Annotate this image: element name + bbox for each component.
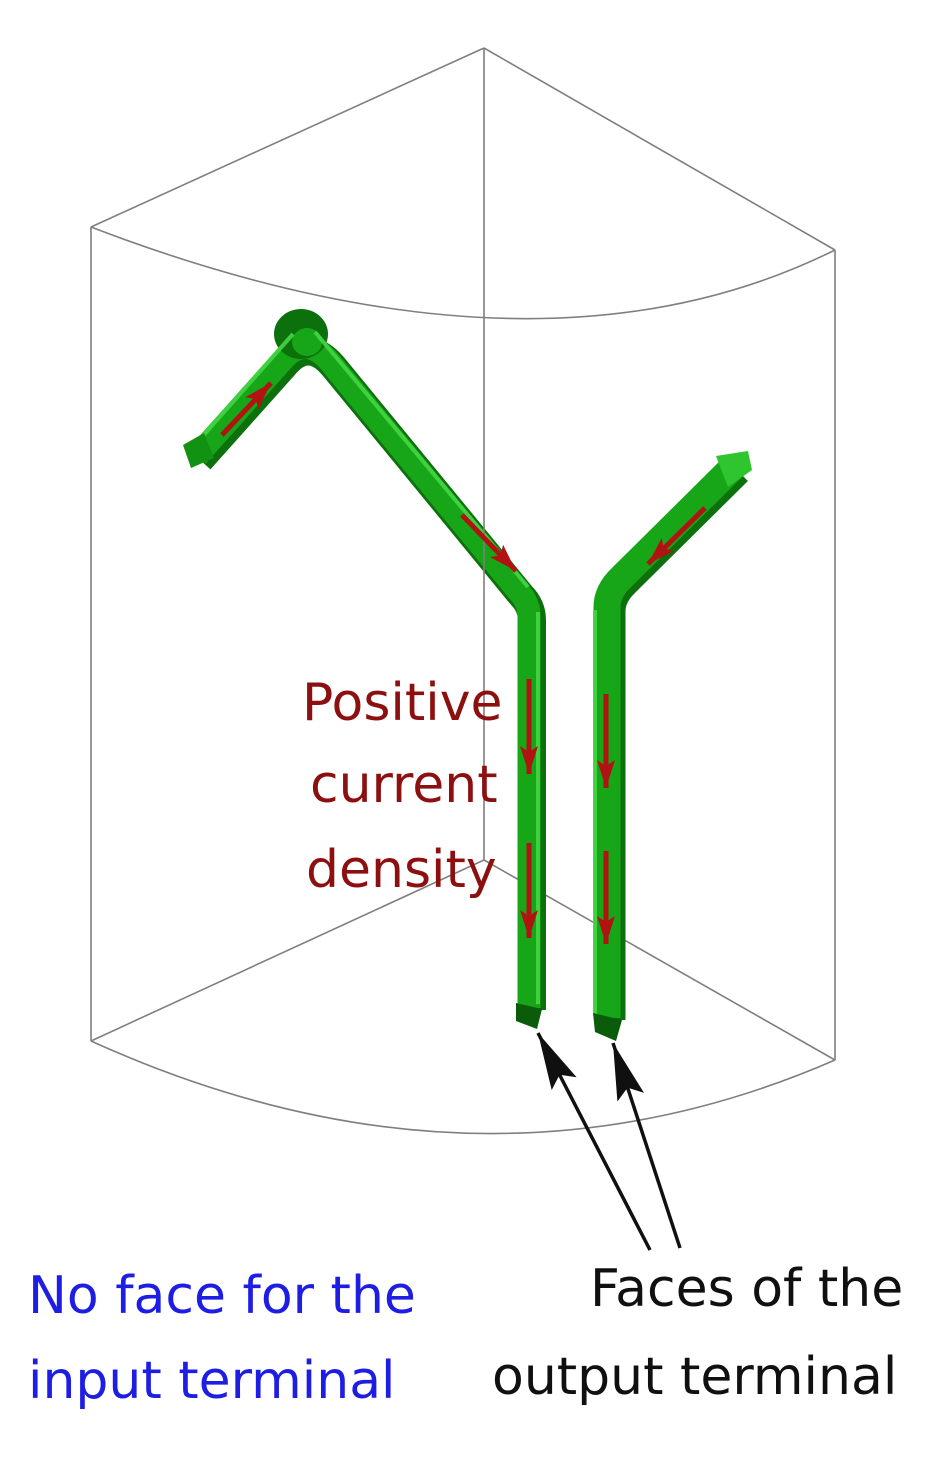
label-positive-current-density-line-1: Positive	[302, 673, 503, 733]
highlight-left-ascent	[191, 332, 295, 449]
conductor-right-input-face	[716, 451, 752, 487]
conductor-highlights	[191, 330, 597, 1014]
label-output-faces-line-1: Faces of the	[590, 1259, 904, 1319]
conductor-right	[593, 456, 744, 1018]
current-arrow-descent-icon	[460, 513, 518, 573]
label-positive-current-density-line-3: density	[306, 840, 497, 900]
annotation-arrows	[536, 1032, 682, 1251]
label-output-faces-line-2: output terminal	[492, 1347, 898, 1407]
wireframe-top-arc	[90, 226, 836, 320]
wireframe-bottom-arc	[90, 1040, 836, 1135]
annotation-arrow-left-icon	[536, 1032, 652, 1251]
label-no-input-face-line-2: input terminal	[28, 1351, 396, 1411]
wireframe-top-left-edge	[90, 47, 485, 228]
current-arrow-right-diagonal-icon	[646, 506, 707, 566]
current-arrows	[220, 381, 707, 944]
wireframe-top-right-edge	[483, 47, 836, 251]
output-terminal-face-left	[516, 1003, 542, 1029]
label-positive-current-density-line-2: current	[310, 755, 498, 815]
conductor-left-start-face	[183, 433, 214, 468]
output-terminal-face-right	[593, 1013, 622, 1041]
label-no-input-face-line-1: No face for the	[28, 1266, 416, 1326]
wireframe-bottom-left-edge	[90, 859, 485, 1042]
conductor-left-peak	[292, 328, 322, 356]
current-arrow-ascent-icon	[220, 381, 273, 437]
quarter-cylinder-wireframe	[90, 47, 836, 1135]
annotation-arrow-right-icon	[611, 1042, 682, 1249]
